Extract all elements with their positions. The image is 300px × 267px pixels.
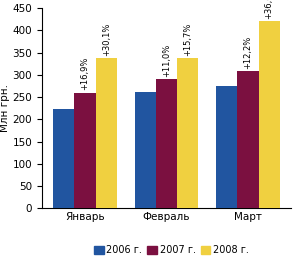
Text: +36,6%: +36,6% [265,0,274,19]
Bar [53,109,74,208]
Bar [135,92,156,208]
Bar [259,21,280,208]
Legend: 2006 г., 2007 г., 2008 г.: 2006 г., 2007 г., 2008 г. [90,241,253,259]
Bar [177,58,198,208]
Text: +16,9%: +16,9% [81,57,90,90]
Text: +12,2%: +12,2% [243,36,252,69]
Bar [216,86,237,208]
Text: +11,0%: +11,0% [162,43,171,77]
Text: +15,7%: +15,7% [183,23,192,56]
Y-axis label: Млн грн.: Млн грн. [0,84,10,132]
Bar [237,71,259,208]
Bar [156,79,177,208]
Bar [74,93,96,208]
Text: +30,1%: +30,1% [102,23,111,56]
Bar [96,58,117,208]
